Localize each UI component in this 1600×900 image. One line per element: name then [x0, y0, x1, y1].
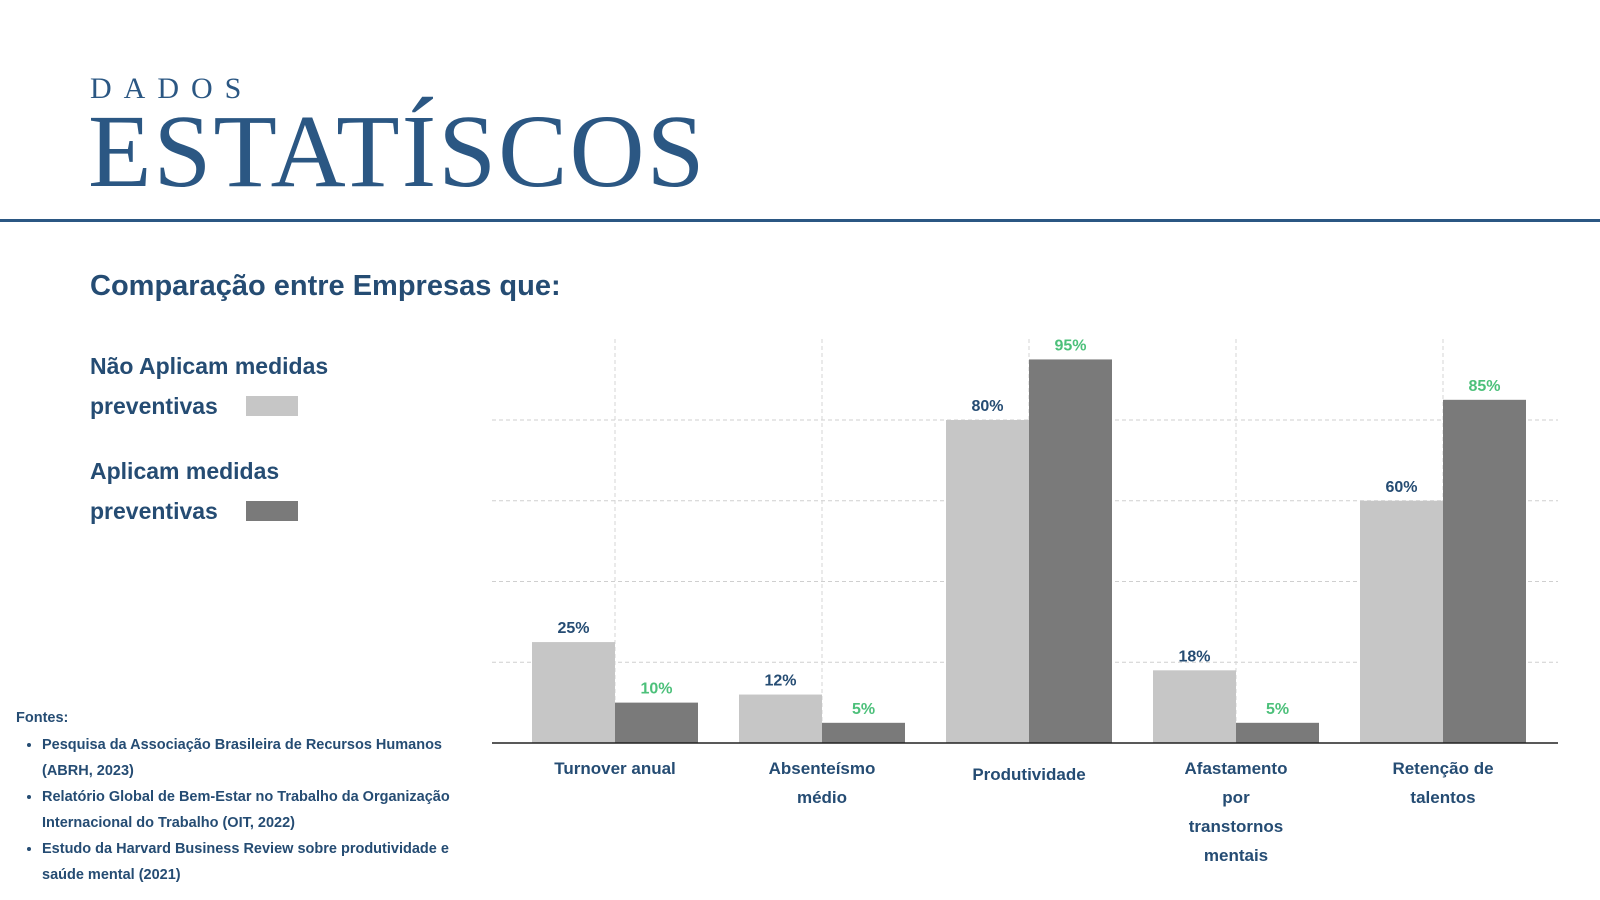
source-item: Relatório Global de Bem-Estar no Trabalh… — [42, 784, 456, 836]
legend-label-line2: preventivas — [90, 393, 218, 419]
source-item: Estudo da Harvard Business Review sobre … — [42, 836, 456, 888]
page-title: ESTATÍSCOS — [88, 94, 707, 209]
data-label: 25% — [557, 620, 589, 637]
sources-heading: Fontes: — [16, 710, 69, 726]
data-label: 5% — [1266, 701, 1289, 718]
category-label: Afastamento por transtornos mentais — [1185, 759, 1288, 865]
category-label: Turnover anual — [554, 759, 676, 778]
bar — [1029, 359, 1112, 743]
data-label: 60% — [1385, 479, 1417, 496]
legend-label-line1: Aplicam medidas — [90, 458, 280, 484]
source-item: Pesquisa da Associação Brasileira de Rec… — [42, 732, 456, 784]
kicker-text: DADOS — [90, 72, 254, 105]
legend-swatch-light — [245, 396, 298, 416]
category-label: Absenteísmo médio — [769, 759, 876, 807]
bar — [532, 642, 615, 743]
bar — [822, 722, 905, 743]
data-label: 18% — [1178, 648, 1210, 665]
bar — [739, 694, 822, 743]
sources-list: Pesquisa da Associação Brasileira de Rec… — [16, 732, 456, 888]
chart-subtitle: Comparação entre Empresas que: — [90, 270, 561, 302]
bar — [1360, 500, 1443, 743]
bar — [946, 420, 1029, 743]
bar — [1443, 399, 1526, 743]
category-label: Retenção de talentos — [1392, 759, 1493, 807]
bar — [615, 702, 698, 743]
sources-block: Fontes: Pesquisa da Associação Brasileir… — [16, 710, 456, 888]
data-label: 95% — [1054, 337, 1086, 354]
data-label: 12% — [764, 673, 796, 690]
data-label: 10% — [640, 681, 672, 698]
data-label: 85% — [1468, 378, 1500, 395]
legend-item-nao-aplicam: Não Aplicam medidas preventivas — [90, 346, 328, 426]
legend-swatch-dark — [245, 501, 298, 521]
bar — [1153, 670, 1236, 743]
legend-item-aplicam: Aplicam medidas preventivas — [90, 451, 298, 531]
legend-label-line2: preventivas — [90, 498, 218, 524]
category-label: Produtividade — [972, 765, 1085, 784]
data-label: 80% — [971, 398, 1003, 415]
data-label: 5% — [852, 701, 875, 718]
legend-label-line1: Não Aplicam medidas — [90, 353, 329, 379]
header-divider — [0, 219, 1600, 222]
bar — [1236, 722, 1319, 743]
